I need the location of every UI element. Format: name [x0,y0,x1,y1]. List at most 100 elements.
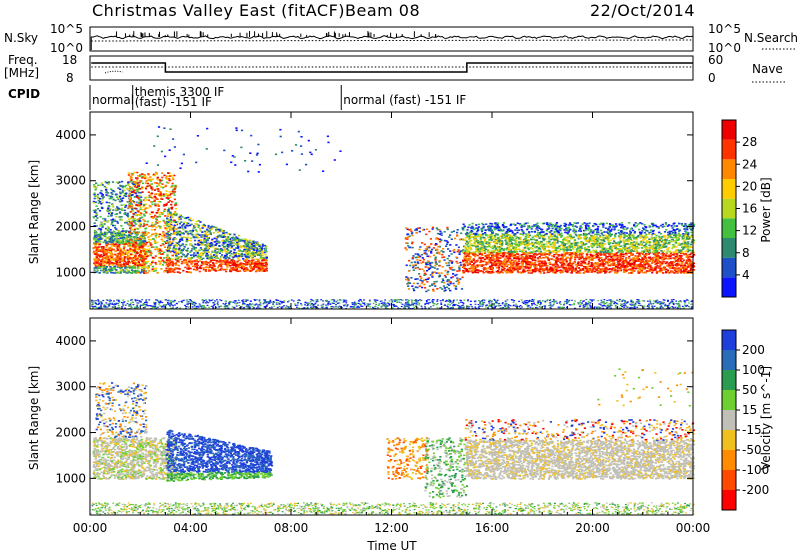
heatmap-cell [637,300,640,302]
heatmap-cell [149,242,152,244]
heatmap-cell [130,200,133,203]
heatmap-cell [210,299,213,302]
heatmap-cell [227,249,230,251]
heatmap-cell [250,255,253,257]
heatmap-cell [181,216,184,218]
heatmap-cell [102,257,105,260]
heatmap-cell [641,300,644,302]
heatmap-cell [297,301,300,304]
heatmap-cell [580,303,582,305]
heatmap-cell [121,250,124,253]
heatmap-cell [307,303,310,305]
heatmap-cell [513,300,516,302]
heatmap-cell [101,207,104,209]
heatmap-cell [148,196,151,199]
heatmap-cell [262,266,265,268]
heatmap-cell [221,263,224,265]
heatmap-cell [456,278,459,281]
heatmap-cell [424,248,428,250]
heatmap-cell [612,300,615,302]
heatmap-cell [141,299,144,301]
heatmap-cell [134,306,136,308]
heatmap-cell [228,300,231,303]
heatmap-cell [151,265,155,268]
heatmap-cell [116,213,119,215]
heatmap-cell [246,253,250,256]
heatmap-cell [533,299,535,301]
heatmap-cell [457,249,460,251]
heatmap-cell [650,303,653,305]
heatmap-cell [108,305,111,307]
heatmap-cell [93,211,96,213]
heatmap-cell [524,302,527,304]
heatmap-cell [98,307,100,309]
heatmap-cell [122,248,125,251]
heatmap-cell [424,307,427,309]
heatmap-cell [362,302,364,304]
heatmap-cell [105,246,108,249]
heatmap-cell [443,259,446,261]
heatmap-cell [146,179,149,182]
heatmap-cell [139,180,142,182]
heatmap-cell [119,235,122,238]
heatmap-cell [149,176,152,178]
heatmap-cell [324,307,327,309]
heatmap-cell [108,300,111,302]
heatmap-cell [603,305,606,307]
heatmap-cell [259,307,262,309]
heatmap-cell [97,300,100,302]
heatmap-cell [630,302,633,304]
heatmap-cell [418,304,420,306]
heatmap-cell [296,299,299,301]
heatmap-cell [333,302,336,304]
heatmap-cell [544,301,547,303]
heatmap-cell [459,261,462,264]
heatmap-cell [102,246,105,248]
heatmap-cell [436,268,439,270]
heatmap-cell [251,267,254,270]
heatmap-cell [549,299,551,302]
heatmap-cell [431,271,434,274]
heatmap-cell [128,186,131,188]
heatmap-cell [198,228,201,230]
heatmap-cell [105,266,108,268]
heatmap-cell [130,221,133,223]
heatmap-cell [241,240,244,242]
heatmap-cell [125,238,128,241]
heatmap-cell [101,233,104,236]
heatmap-cell [411,234,414,237]
heatmap-cell [208,266,211,268]
heatmap-cell [432,301,434,303]
heatmap-cell [129,248,132,250]
heatmap-cell [155,267,158,270]
heatmap-cell [131,260,134,263]
heatmap-cell [270,301,273,303]
heatmap-cell [100,246,103,248]
heatmap-cell [447,303,449,305]
heatmap-cell [287,306,290,308]
heatmap-cell [306,307,309,309]
heatmap-cell [171,190,174,193]
heatmap-cell [144,230,147,233]
heatmap-cell [201,254,204,256]
heatmap-cell [103,305,105,307]
heatmap-cell [140,264,143,266]
heatmap-cell [268,302,271,304]
heatmap-cell [480,303,482,305]
heatmap-cell [425,302,428,304]
heatmap-cell [587,303,590,305]
heatmap-cell [121,263,124,266]
heatmap-cell [601,302,604,304]
heatmap-cell [164,299,167,301]
heatmap-cell [118,256,121,258]
heatmap-cell [586,307,589,309]
heatmap-cell [142,222,146,225]
heatmap-cell [190,256,193,259]
heatmap-cell [660,301,662,303]
heatmap-cell [352,307,355,309]
heatmap-cell [265,305,268,307]
heatmap-cell [452,282,455,285]
heatmap-cell [157,303,160,305]
heatmap-cell [116,229,119,231]
